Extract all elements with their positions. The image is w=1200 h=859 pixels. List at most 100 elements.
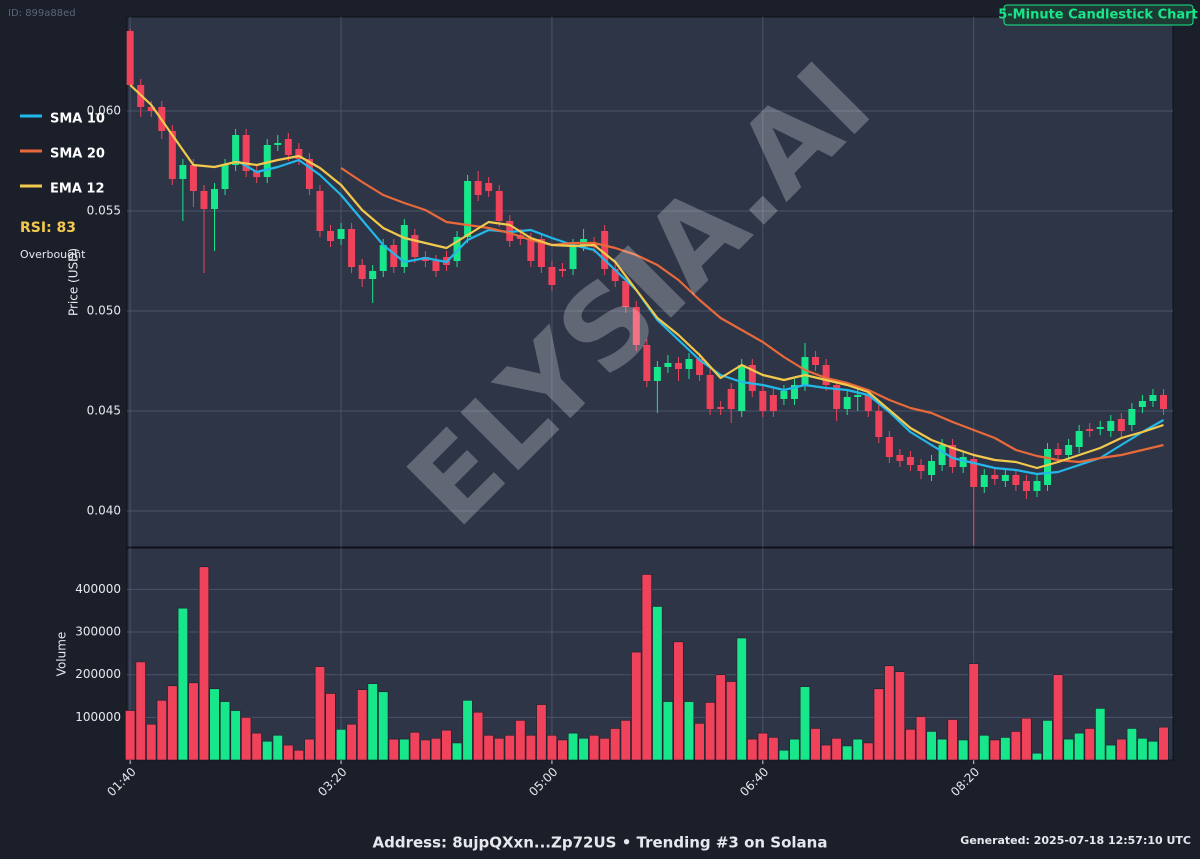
candle-body [485,183,493,191]
volume-bar [314,666,326,761]
candle-body [1128,409,1136,425]
volume-bar [1158,726,1169,761]
candle-body [938,445,946,465]
candle-body [316,191,324,231]
candle-body [706,375,714,409]
candle-body [1107,421,1115,431]
volume-bar [662,701,674,761]
candle-body [569,245,577,269]
volume-bar [589,734,600,761]
y-tick-label: 0.050 [87,304,121,318]
title-box [1003,4,1194,26]
volume-bar [1021,717,1032,761]
volume-bar [620,720,631,761]
volume-bar [958,739,969,761]
candle-body [211,189,219,209]
candle-body [685,359,693,369]
rsi-status: Overbought [20,248,86,261]
candle-body [274,143,282,145]
candle-body [906,457,914,465]
volume-bar [304,738,315,761]
candle-body [980,475,988,487]
candle-body [1117,419,1125,431]
candle-body [232,135,240,165]
volume-bar [736,637,747,761]
volume-bar [167,685,178,761]
candle-body [453,237,461,261]
candle-body [653,367,661,381]
x-tick-label: 05:00 [526,765,560,799]
candle-body [464,181,472,237]
volume-bar [473,711,484,761]
legend-label: SMA 20 [50,147,105,162]
volume-bar [483,734,494,761]
volume-bar [146,723,157,761]
candle-body [769,395,777,411]
volume-bar [842,745,853,761]
candle-body [1065,445,1073,455]
volume-bar [673,641,684,761]
indicator-line [129,84,1164,470]
candle-body [327,231,335,241]
candle-body [495,191,503,221]
volume-bar [599,737,610,761]
candle-body [611,269,619,281]
volume-bar [494,737,505,761]
volume-bar [852,738,863,761]
candle-body [558,269,566,271]
volume-bar [177,607,188,761]
volume-bar [715,674,726,761]
volume-bar [156,699,167,761]
volume-bar [388,738,399,761]
volume-bar [884,665,895,761]
volume-bar [1116,738,1127,761]
candle-body [1044,449,1052,485]
volume-bar [198,566,210,761]
candle-body [864,395,872,411]
volume-bar [272,734,283,761]
volume-bar [968,663,979,761]
candle-body [696,359,704,375]
volume-bar [831,737,842,761]
volume-bar [979,734,990,761]
volume-bar [283,744,294,761]
volume-bar [462,699,473,761]
candle-body [843,397,851,409]
volume-bar [504,734,515,761]
candle-body [1086,429,1094,431]
candle-body [1075,431,1083,447]
y-axis-label: Price (USD) [67,248,81,316]
candle-body [432,261,440,271]
volume-bar [420,739,431,761]
candle-body [949,445,957,467]
candle-body [959,457,967,467]
volume-bar [515,720,526,761]
candle-body [991,475,999,479]
volume-bar [1063,738,1074,761]
candle-body [622,281,630,307]
volume-bar [926,731,937,761]
volume-bar [820,744,832,761]
y-tick-label: 100000 [75,710,121,724]
candle-body [928,461,936,475]
candle-body [674,363,682,369]
volume-bar [726,681,737,761]
candle-body [379,245,387,271]
footer-address: Address: 8ujpQXxn...Zp72US • Trending #3… [373,834,828,852]
volume-bar [631,651,642,761]
indicator-line [340,167,1164,464]
candle-body [390,245,398,267]
volume-bar [1042,720,1053,761]
indicator-line [235,158,1165,476]
y-tick-label: 200000 [75,667,121,681]
volume-bar [135,661,146,761]
candle-body [854,395,862,397]
candle-body [411,235,419,257]
plot-area [126,16,1174,548]
candle-body [221,165,229,189]
id-label: ID: 899a88ed [8,8,76,19]
volume-bar [1084,728,1095,761]
volume-bar [705,702,716,761]
y-axis-label: Volume [55,632,69,677]
volume-bar [989,739,1000,761]
